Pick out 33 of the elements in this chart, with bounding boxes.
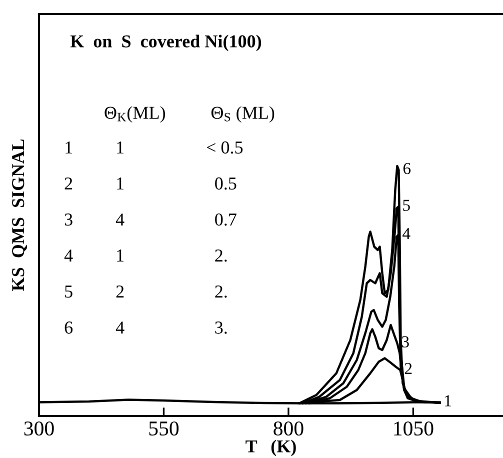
annotation: 2	[116, 286, 124, 298]
annotation: 6	[64, 322, 73, 334]
x-tick-label: 800	[274, 421, 304, 436]
annotation: 4	[116, 214, 124, 226]
x-tick-label: 1050	[394, 421, 434, 436]
annotation: 4	[64, 250, 73, 262]
x-tick-label: 550	[149, 421, 179, 436]
series-label: 4	[402, 228, 410, 240]
x-tick-label: 300	[24, 421, 54, 436]
text: 1	[117, 141, 124, 154]
annotation: 3.	[215, 322, 227, 334]
text: 1	[66, 141, 72, 154]
annotation: 0.5	[215, 177, 236, 190]
text: Θ$_{K}$(ML)	[104, 106, 165, 123]
annotation: 5	[65, 286, 72, 298]
series-label: 2	[404, 362, 412, 374]
annotation: 2	[64, 177, 72, 190]
annotation: 0.7	[215, 213, 236, 226]
series-label: 3	[402, 336, 409, 348]
series-label: 6	[403, 162, 411, 174]
annotation: 2.	[215, 250, 227, 262]
y-axis-title: KS QMS SIGNAL	[12, 140, 27, 291]
annotation: 1	[117, 250, 124, 262]
annotation: 1	[117, 178, 124, 190]
annotation: 2.	[215, 286, 227, 298]
annotation: 4	[116, 322, 124, 334]
x-axis-title: T (K)	[246, 440, 296, 456]
annotation: 3	[64, 213, 72, 226]
series-label: 1	[445, 395, 451, 406]
text: Θ$_{S}$ (ML)	[211, 106, 274, 123]
series-label: 5	[403, 200, 410, 211]
text: < 0.5	[206, 141, 243, 154]
chart-title: K on S covered Ni(100)	[70, 34, 262, 52]
